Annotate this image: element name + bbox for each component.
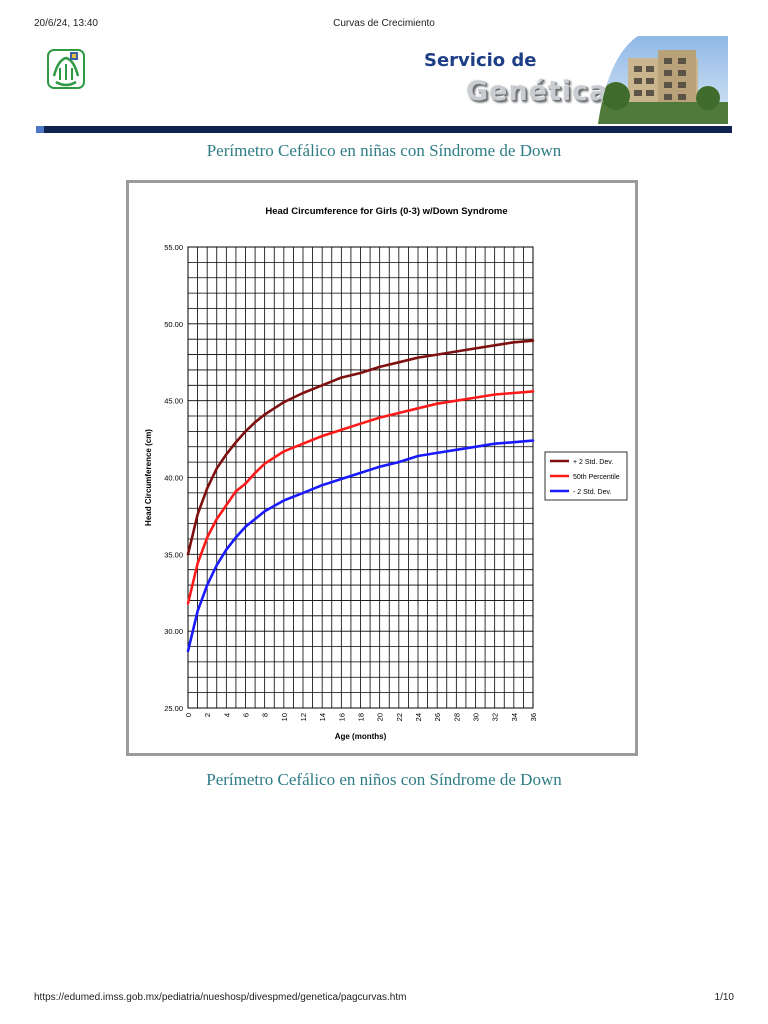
legend-label-0: + 2 Std. Dev. bbox=[573, 459, 613, 466]
y-axis-label: Head Circumference (cm) bbox=[144, 429, 153, 526]
print-page-title: Curvas de Crecimiento bbox=[333, 18, 435, 29]
x-tick-label: 20 bbox=[376, 713, 385, 721]
series-line-0 bbox=[186, 339, 535, 556]
x-tick-label: 2 bbox=[203, 713, 212, 717]
series-line-1 bbox=[186, 390, 535, 605]
y-tick-label: 50.00 bbox=[164, 320, 183, 329]
site-banner: Servicio de Genética bbox=[36, 36, 732, 134]
x-tick-label: 32 bbox=[491, 713, 500, 721]
x-tick-label: 24 bbox=[414, 713, 423, 721]
girls-head-circumference-chart: Head Circumference for Girls (0-3) w/Dow… bbox=[126, 180, 638, 756]
x-tick-label: 26 bbox=[433, 713, 442, 721]
x-tick-label: 8 bbox=[261, 713, 270, 717]
header-divider-bar bbox=[36, 126, 732, 133]
y-tick-label: 45.00 bbox=[164, 397, 183, 406]
x-tick-label: 34 bbox=[510, 713, 519, 721]
y-tick-label: 25.00 bbox=[164, 704, 183, 713]
brand-block: Servicio de Genética bbox=[422, 36, 732, 124]
x-tick-label: 6 bbox=[242, 713, 251, 717]
print-url: https://edumed.imss.gob.mx/pediatria/nue… bbox=[34, 992, 407, 1003]
x-tick-label: 22 bbox=[395, 713, 404, 721]
building-photo bbox=[598, 36, 728, 124]
x-tick-label: 10 bbox=[280, 713, 289, 721]
x-tick-label: 18 bbox=[357, 713, 366, 721]
print-page-number: 1/10 bbox=[714, 992, 734, 1003]
x-tick-label: 4 bbox=[222, 713, 231, 717]
print-header: 20/6/24, 13:40 Curvas de Crecimiento bbox=[34, 18, 734, 32]
legend-label-2: - 2 Std. Dev. bbox=[573, 489, 611, 496]
x-tick-label: 36 bbox=[529, 713, 538, 721]
chart-svg: Head Circumference for Girls (0-3) w/Dow… bbox=[144, 206, 628, 741]
x-tick-label: 12 bbox=[299, 713, 308, 721]
x-tick-label: 0 bbox=[184, 713, 193, 717]
imss-logo-icon[interactable] bbox=[46, 46, 86, 92]
series-line-2 bbox=[186, 439, 535, 653]
x-axis-label: Age (months) bbox=[335, 732, 387, 741]
x-tick-label: 14 bbox=[318, 713, 327, 721]
girls-section-title: Perímetro Cefálico en niñas con Síndrome… bbox=[206, 141, 562, 160]
print-footer: https://edumed.imss.gob.mx/pediatria/nue… bbox=[34, 992, 734, 1006]
boys-section-title: Perímetro Cefálico en niños con Síndrome… bbox=[206, 770, 562, 789]
brand-line2: Genética bbox=[466, 76, 609, 107]
header-divider-accent bbox=[36, 126, 44, 133]
legend-label-1: 50th Percentile bbox=[573, 474, 620, 481]
x-tick-label: 30 bbox=[472, 713, 481, 721]
y-tick-label: 35.00 bbox=[164, 550, 183, 559]
y-tick-label: 55.00 bbox=[164, 243, 183, 252]
brand-line1: Servicio de bbox=[424, 50, 537, 71]
chart-title: Head Circumference for Girls (0-3) w/Dow… bbox=[265, 206, 507, 217]
print-datetime: 20/6/24, 13:40 bbox=[34, 18, 98, 29]
y-tick-label: 30.00 bbox=[164, 627, 183, 636]
y-tick-label: 40.00 bbox=[164, 474, 183, 483]
x-tick-label: 16 bbox=[337, 713, 346, 721]
x-tick-label: 28 bbox=[452, 713, 461, 721]
